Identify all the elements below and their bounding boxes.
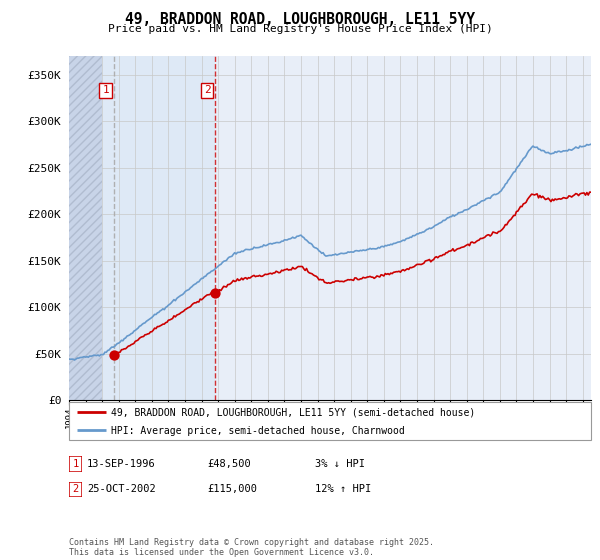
- Text: Contains HM Land Registry data © Crown copyright and database right 2025.
This d: Contains HM Land Registry data © Crown c…: [69, 538, 434, 557]
- Bar: [102, 56, 215, 400]
- FancyBboxPatch shape: [69, 482, 82, 497]
- Text: Price paid vs. HM Land Registry's House Price Index (HPI): Price paid vs. HM Land Registry's House …: [107, 24, 493, 34]
- FancyBboxPatch shape: [69, 456, 82, 472]
- Bar: [69, 56, 102, 400]
- Text: 1: 1: [102, 86, 109, 95]
- Text: 2: 2: [73, 484, 79, 494]
- Text: 49, BRADDON ROAD, LOUGHBOROUGH, LE11 5YY (semi-detached house): 49, BRADDON ROAD, LOUGHBOROUGH, LE11 5YY…: [111, 408, 475, 418]
- FancyBboxPatch shape: [69, 402, 591, 440]
- Text: HPI: Average price, semi-detached house, Charnwood: HPI: Average price, semi-detached house,…: [111, 426, 404, 436]
- Text: £115,000: £115,000: [207, 484, 257, 494]
- Point: [211, 289, 220, 298]
- Text: 3% ↓ HPI: 3% ↓ HPI: [315, 459, 365, 469]
- Text: 1: 1: [73, 459, 79, 469]
- Point: [109, 351, 119, 360]
- Text: 25-OCT-2002: 25-OCT-2002: [87, 484, 156, 494]
- Text: 12% ↑ HPI: 12% ↑ HPI: [315, 484, 371, 494]
- Text: 49, BRADDON ROAD, LOUGHBOROUGH, LE11 5YY: 49, BRADDON ROAD, LOUGHBOROUGH, LE11 5YY: [125, 12, 475, 27]
- Text: £48,500: £48,500: [207, 459, 251, 469]
- Text: 2: 2: [203, 86, 211, 95]
- Text: 13-SEP-1996: 13-SEP-1996: [87, 459, 156, 469]
